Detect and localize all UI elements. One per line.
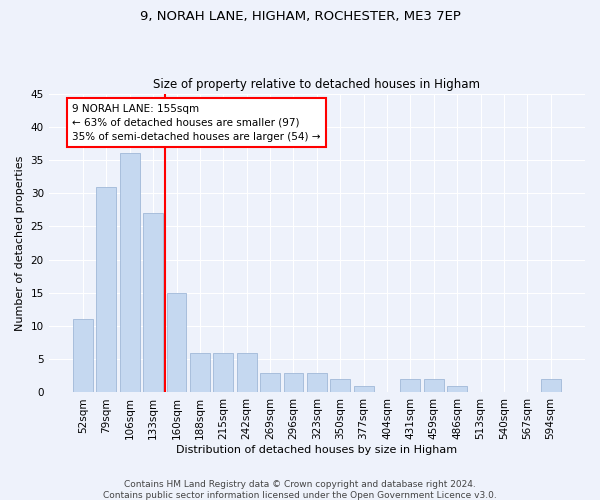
Bar xyxy=(73,320,93,392)
Bar xyxy=(260,372,280,392)
X-axis label: Distribution of detached houses by size in Higham: Distribution of detached houses by size … xyxy=(176,445,457,455)
Bar xyxy=(353,386,374,392)
Bar xyxy=(120,154,140,392)
Bar xyxy=(190,352,210,393)
Y-axis label: Number of detached properties: Number of detached properties xyxy=(15,156,25,330)
Bar xyxy=(307,372,327,392)
Bar xyxy=(167,293,187,392)
Bar xyxy=(97,186,116,392)
Bar xyxy=(143,213,163,392)
Bar xyxy=(237,352,257,393)
Bar xyxy=(284,372,304,392)
Bar xyxy=(330,379,350,392)
Title: Size of property relative to detached houses in Higham: Size of property relative to detached ho… xyxy=(154,78,481,91)
Bar xyxy=(424,379,443,392)
Bar xyxy=(447,386,467,392)
Bar xyxy=(541,379,560,392)
Text: 9 NORAH LANE: 155sqm
← 63% of detached houses are smaller (97)
35% of semi-detac: 9 NORAH LANE: 155sqm ← 63% of detached h… xyxy=(73,104,321,142)
Text: Contains HM Land Registry data © Crown copyright and database right 2024.
Contai: Contains HM Land Registry data © Crown c… xyxy=(103,480,497,500)
Text: 9, NORAH LANE, HIGHAM, ROCHESTER, ME3 7EP: 9, NORAH LANE, HIGHAM, ROCHESTER, ME3 7E… xyxy=(140,10,460,23)
Bar xyxy=(214,352,233,393)
Bar xyxy=(400,379,421,392)
